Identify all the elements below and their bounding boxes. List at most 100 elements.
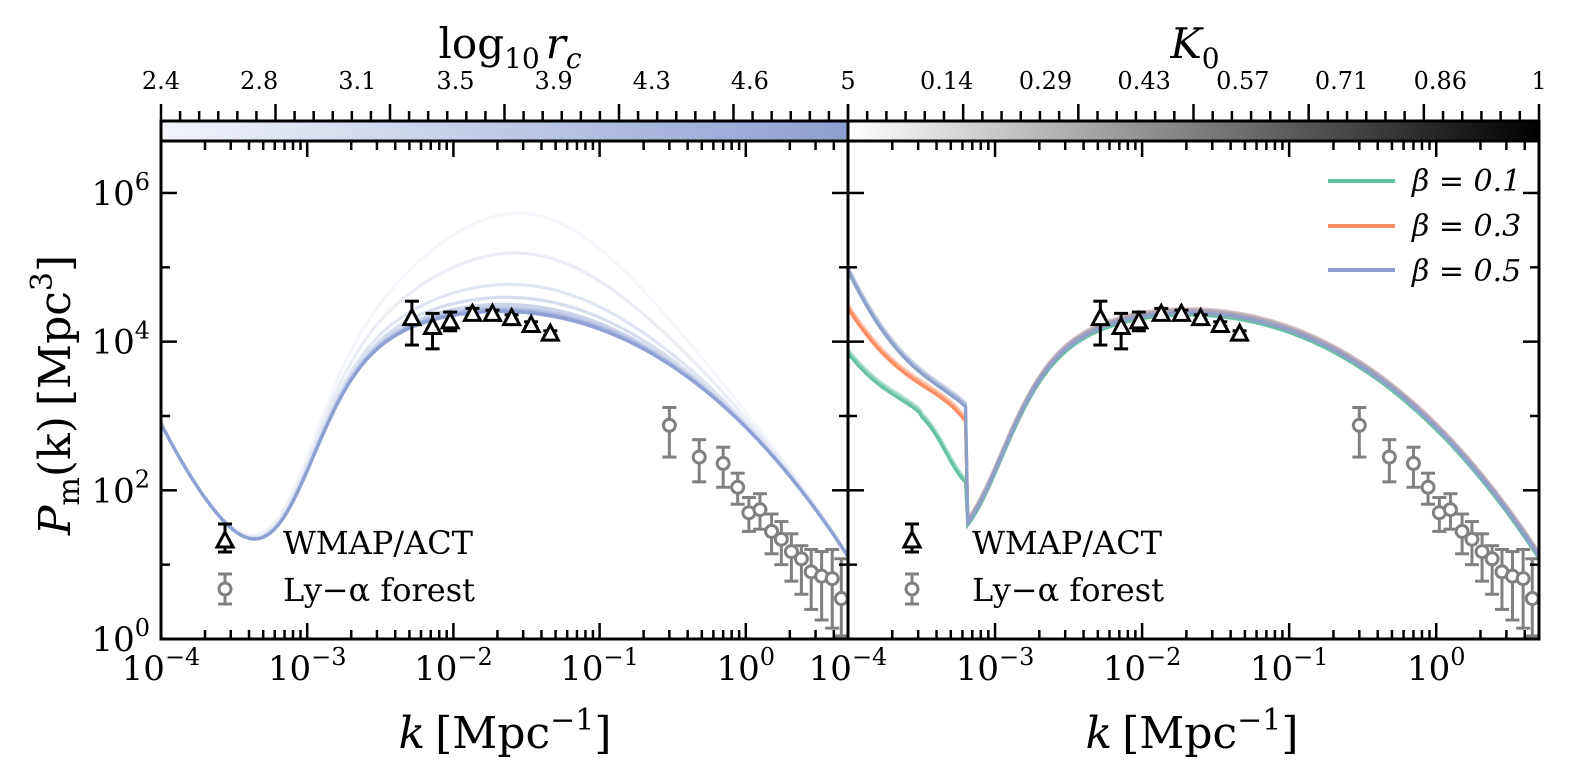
- lya-point-13: [1524, 557, 1539, 638]
- x-tick-label-right-2: 10−2: [1103, 643, 1182, 689]
- lya-point-3: [730, 471, 746, 506]
- wmap-marker: [1229, 321, 1251, 342]
- legend-data-left: WMAP/ACT Ly−α forest: [214, 522, 475, 609]
- y-tick-label-3: 106: [91, 168, 150, 214]
- model-curve-beta-2-0: [848, 269, 1539, 558]
- wmap-act-point-5: [1190, 306, 1212, 327]
- y-tick-label-0: 100: [91, 614, 150, 660]
- wmap-marker: [1190, 306, 1212, 327]
- model-curve-rc-3.2: [161, 307, 848, 558]
- wmap-marker: [1128, 309, 1150, 330]
- legend-wmap-marker-right: [901, 522, 923, 554]
- x-tick-label-right-0: 10−4: [809, 643, 888, 689]
- x-tick-label-left-4: 100: [717, 643, 776, 689]
- lya-marker: [1442, 502, 1458, 518]
- lya-marker: [1484, 551, 1500, 567]
- legend-lya-label-right: Ly−α forest: [972, 571, 1164, 609]
- lya-marker: [691, 449, 707, 465]
- colorbar-tick-label: 3.9: [534, 67, 572, 95]
- legend-wmap-marker-left: [214, 522, 236, 554]
- legend-data-right: WMAP/ACT Ly−α forest: [901, 522, 1164, 609]
- wmap-marker: [401, 306, 423, 327]
- lya-point-5: [1442, 492, 1458, 531]
- wmap-marker: [439, 309, 461, 330]
- legend-beta-03-label: β = 0.3: [1411, 209, 1521, 244]
- lya-point-6: [1454, 512, 1470, 556]
- model-curve-beta-2-2: [848, 267, 1539, 555]
- lya-point-10: [1494, 547, 1510, 611]
- lya-point-8: [783, 532, 799, 583]
- colorbar-k0-gradient: [846, 119, 1541, 143]
- wmap-marker: [1209, 313, 1231, 334]
- lya-marker: [824, 571, 840, 587]
- colorbar-tick-label: 4.6: [731, 67, 769, 95]
- model-curve-beta-0-0: [848, 313, 1539, 560]
- colorbar-tick-label: 0.14: [920, 67, 973, 95]
- model-curve-beta-2-1: [848, 268, 1539, 557]
- colorbar-tick-label: 2.8: [240, 67, 278, 95]
- lya-point-6: [764, 512, 780, 556]
- x-axis-label-left: k [Mpc−1]: [398, 703, 611, 759]
- lya-marker: [1474, 544, 1490, 560]
- lya-point-2: [715, 445, 731, 489]
- colorbar-k0-ticks: 0.14 0.29 0.43 0.57 0.71 0.86 1: [846, 67, 1547, 121]
- lya-point-11: [1504, 550, 1520, 622]
- lya-point-1: [691, 438, 707, 484]
- wmap-act-point-0: [401, 299, 423, 347]
- wmap-act-point-3: [461, 302, 483, 322]
- colorbar-k0: 0.14 0.29 0.43 0.57 0.71 0.86 1 K0: [846, 19, 1547, 143]
- lya-point-7: [1464, 520, 1480, 567]
- legend-beta: β = 0.1 β = 0.3 β = 0.5: [1328, 164, 1521, 289]
- model-curve-beta-1-3: [848, 303, 1539, 554]
- y-axis-label: Pm(k)[Mpc3]: [25, 255, 87, 536]
- lya-point-10: [803, 547, 819, 611]
- right-data-points: [1089, 299, 1539, 638]
- lya-marker: [1464, 531, 1480, 547]
- wmap-marker: [1170, 302, 1192, 322]
- colorbar-rc-ticks: 2.4 2.8 3.1 3.5 3.9 4.3 4.6 5: [142, 67, 856, 121]
- model-curve-rc-2.9: [161, 308, 848, 558]
- lya-point-4: [1431, 496, 1447, 533]
- lya-marker: [715, 455, 731, 471]
- model-curve-beta-1-2: [848, 304, 1539, 555]
- wmap-act-point-4: [481, 302, 503, 322]
- colorbar-tick-label: 2.4: [142, 67, 180, 95]
- panel-right: [846, 139, 1541, 641]
- wmap-marker: [422, 315, 444, 335]
- wmap-act-point-7: [539, 321, 561, 342]
- colorbar-tick-label: 5: [840, 67, 855, 95]
- colorbar-tick-label: 3.1: [338, 67, 376, 95]
- wmap-act-point-3: [1150, 302, 1172, 322]
- model-curve-beta-2-3: [848, 265, 1539, 554]
- lya-marker: [783, 544, 799, 560]
- colorbar-tick-label: 3.5: [436, 67, 474, 95]
- wmap-act-point-6: [520, 313, 542, 334]
- lya-point-5: [752, 492, 768, 531]
- colorbar-tick-label: 0.86: [1414, 67, 1467, 95]
- lya-point-0: [661, 406, 677, 459]
- panel-left: [159, 139, 850, 641]
- x-tick-label-right-3: 10−1: [1250, 643, 1329, 689]
- model-curve-rc-2.4: [161, 310, 848, 558]
- colorbar-tick-label: 4.3: [633, 67, 671, 95]
- lya-marker: [1381, 449, 1397, 465]
- colorbar-rc-gradient: [159, 119, 850, 143]
- lya-marker: [1524, 591, 1539, 607]
- model-curve-beta-1-0: [848, 307, 1539, 558]
- lya-marker: [1515, 571, 1531, 587]
- x-tick-label-right-1: 10−3: [956, 643, 1035, 689]
- colorbar-k0-label: K0: [1169, 19, 1219, 75]
- x-tick-label-left-0: 10−4: [122, 643, 201, 689]
- wmap-marker: [1089, 306, 1111, 327]
- legend-wmap-label-left: WMAP/ACT: [283, 524, 474, 562]
- lya-marker: [661, 417, 677, 433]
- colorbar-tick-label: 0.71: [1315, 67, 1368, 95]
- legend-lya-marker-right: [904, 572, 920, 606]
- wmap-act-point-2: [439, 309, 461, 333]
- lya-marker: [1420, 479, 1436, 495]
- right-model-curves: [848, 265, 1539, 560]
- lya-point-4: [741, 496, 757, 533]
- x-tick-label-left-1: 10−3: [268, 643, 347, 689]
- model-curve-rc-2.6: [161, 309, 848, 558]
